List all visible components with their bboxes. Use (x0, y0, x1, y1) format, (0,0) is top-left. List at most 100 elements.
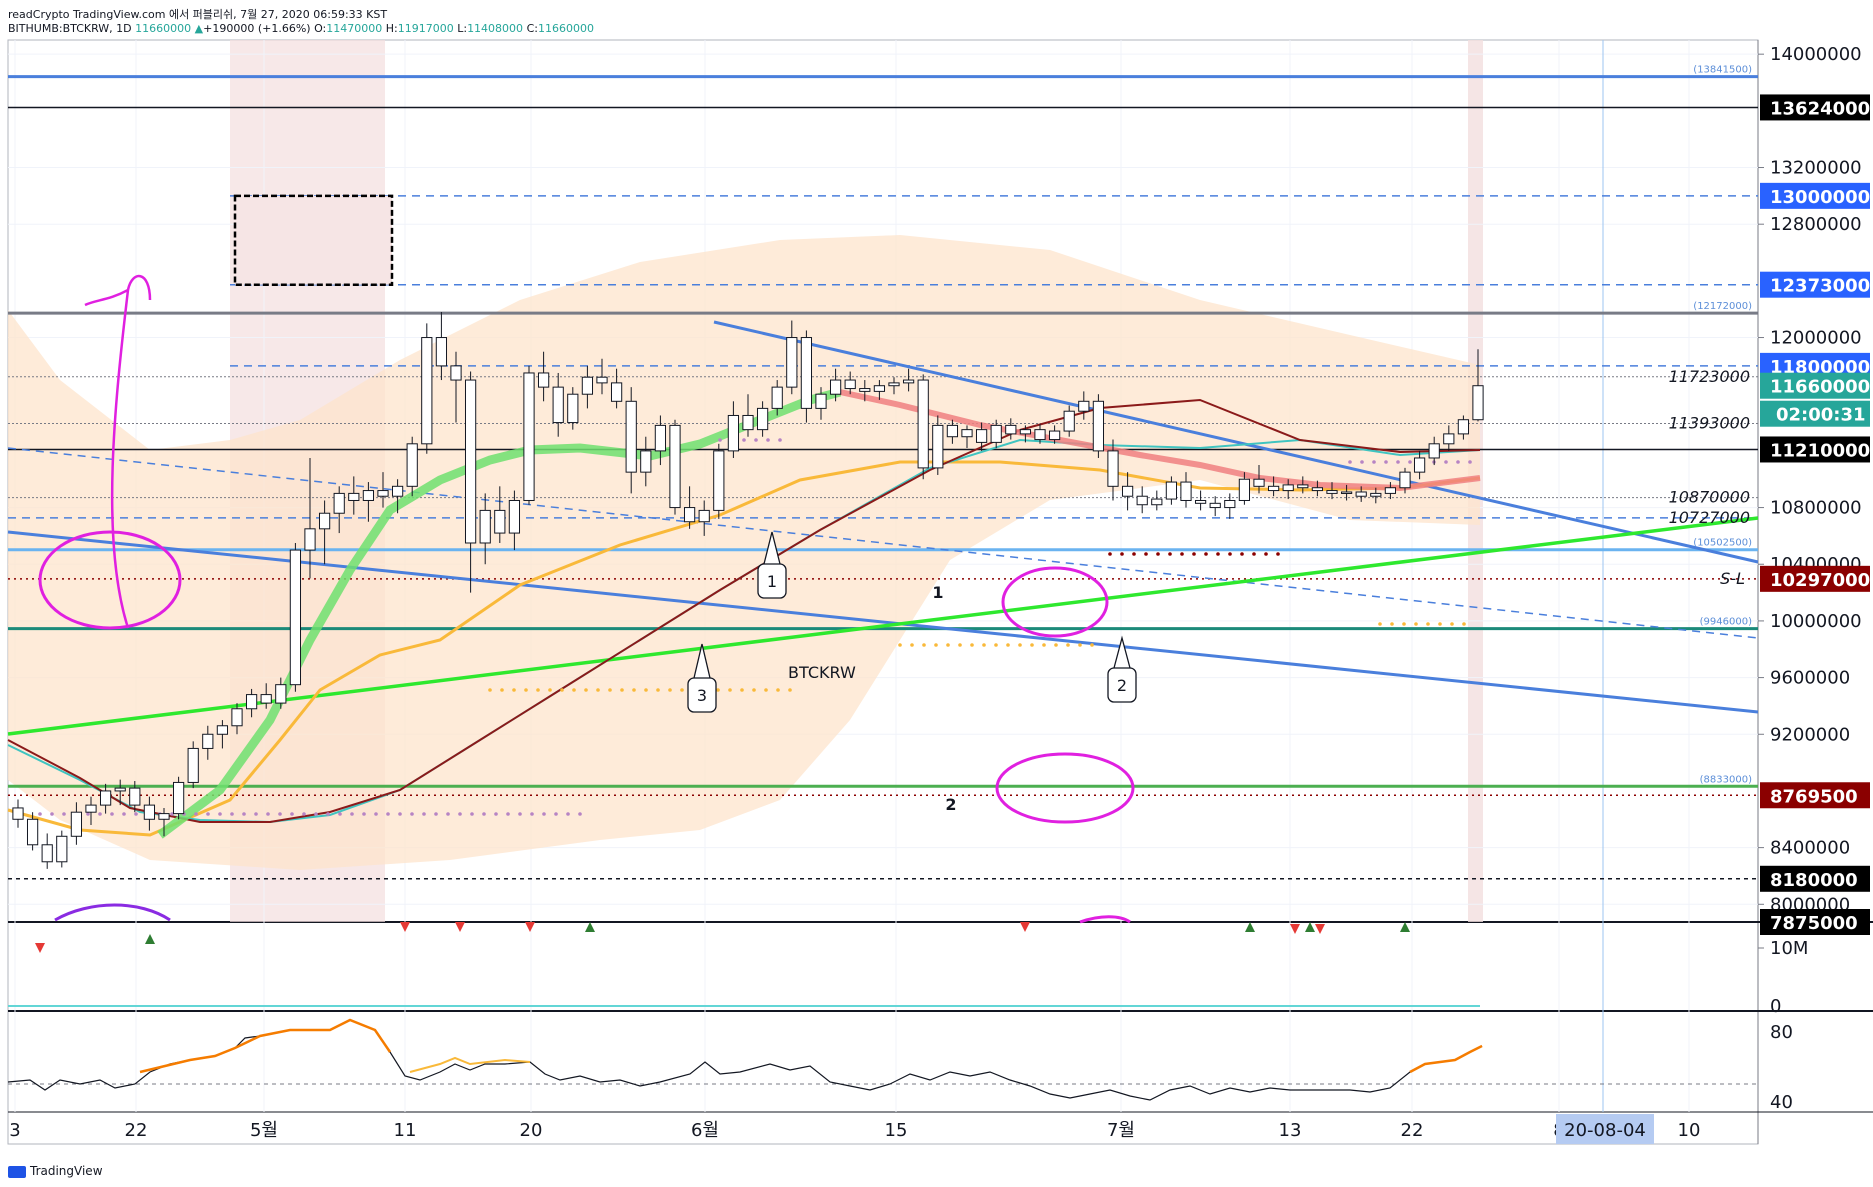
candle-body (713, 450, 725, 511)
dot-marker (788, 688, 792, 692)
candle-body (932, 424, 944, 469)
highlight-circle (995, 752, 1135, 824)
candle-body (377, 490, 389, 497)
candle-body (829, 379, 842, 395)
candle-body (56, 835, 68, 863)
rsi-highlight-segment (409, 1056, 531, 1073)
target-box (233, 194, 394, 286)
ema-line-maroon (7, 398, 1481, 823)
level-label: 11723000 (1669, 367, 1750, 386)
dot-marker (62, 812, 66, 816)
candle-body (479, 509, 491, 544)
dot-marker (350, 812, 354, 816)
dot-marker (218, 812, 222, 816)
callout-box (1107, 667, 1137, 703)
dot-marker (752, 688, 756, 692)
candle-body (742, 414, 754, 431)
y-tick-label: 13200000 (1770, 158, 1862, 179)
buy-signal-icon (1245, 922, 1255, 932)
candle-body (1224, 499, 1236, 509)
dot-marker (1438, 622, 1442, 626)
candle-body (143, 804, 156, 820)
low-value: 11408000 (467, 22, 524, 35)
candle-body (508, 499, 521, 534)
price-badge: 12373000 (1760, 271, 1870, 298)
dot-marker (1042, 643, 1046, 647)
candle-body (1340, 491, 1353, 494)
candle-body (1297, 484, 1309, 489)
x-tick-label: 13 (1279, 1120, 1302, 1141)
close-label: C: (526, 22, 538, 35)
badge-bg (1760, 909, 1870, 935)
dot-marker (1264, 552, 1268, 556)
candle-body (70, 811, 83, 837)
y-tick-label: 8400000 (1770, 838, 1850, 859)
dot-marker (958, 643, 962, 647)
symbol-name[interactable]: BITHUMB:BTCKRW, 1D (8, 22, 132, 35)
candle-body (26, 818, 39, 846)
level-label: 10870000 (1669, 488, 1750, 507)
dot-marker (596, 688, 600, 692)
buy-signal-icon (145, 934, 155, 944)
dot-marker (994, 643, 998, 647)
dot-marker (1168, 552, 1172, 556)
candle-body (275, 684, 287, 704)
buy-signal-icon (1305, 922, 1315, 932)
x-tick-label: 6월 (691, 1120, 719, 1141)
y-tick-label: 9200000 (1770, 724, 1850, 745)
candle-body (333, 492, 345, 514)
rsi-tick-label: 40 (1770, 1092, 1793, 1113)
candle-body (216, 725, 229, 735)
candle-body (917, 379, 929, 469)
dot-marker (386, 812, 390, 816)
candle-body (99, 790, 112, 806)
dot-marker (548, 688, 552, 692)
dot-marker (506, 812, 510, 816)
dot-marker (1090, 643, 1094, 647)
price-badge: 11210000 (1760, 436, 1870, 463)
high-value: 11917000 (397, 22, 454, 35)
dot-marker (434, 812, 438, 816)
price-badge: 8180000 (1760, 865, 1870, 892)
dot-marker (934, 643, 938, 647)
badge-label: 7875000 (1770, 913, 1858, 934)
price-badge: 7875000 (1760, 909, 1870, 935)
dot-marker (170, 812, 174, 816)
x-tick-label: 10 (1678, 1120, 1701, 1141)
candle-body (85, 804, 97, 813)
y-tick-label: 14000000 (1770, 44, 1862, 65)
candle-body (304, 528, 316, 551)
close-value: 11660000 (537, 22, 594, 35)
candle-body (1180, 481, 1192, 501)
candle-body (245, 694, 258, 710)
candle-body (975, 429, 988, 443)
candle-body (1413, 457, 1426, 473)
badge-label: 8769500 (1770, 786, 1858, 807)
callout-label: 1 (767, 572, 777, 591)
level-label: 11393000 (1669, 414, 1750, 433)
dot-marker (608, 688, 612, 692)
candle-body (1399, 471, 1411, 489)
footer-brand: TradingView (8, 1164, 103, 1178)
dot-marker (718, 438, 722, 442)
candle-body (1151, 498, 1163, 506)
dot-marker (1402, 622, 1406, 626)
level-label: 10727000 (1669, 508, 1750, 527)
candle-body (1443, 433, 1455, 445)
candle-body (1136, 495, 1148, 506)
dot-marker (1378, 622, 1382, 626)
dot-marker (1462, 622, 1466, 626)
candle-body (990, 424, 1002, 443)
x-tick-label: 7월 (1107, 1120, 1135, 1141)
candle-body (1121, 485, 1134, 497)
badge-label: 10297000 (1770, 570, 1870, 591)
badge-bg (1760, 565, 1870, 592)
candle-body (756, 407, 769, 431)
volume-tick-label: 0 (1770, 996, 1781, 1017)
badge-bg (1760, 182, 1870, 209)
hand-drawn-arrow (84, 274, 152, 629)
sell-signal-icon (1290, 924, 1300, 934)
price-badge: 11660000 (1760, 372, 1870, 399)
price-badge: 10297000 (1760, 565, 1870, 592)
